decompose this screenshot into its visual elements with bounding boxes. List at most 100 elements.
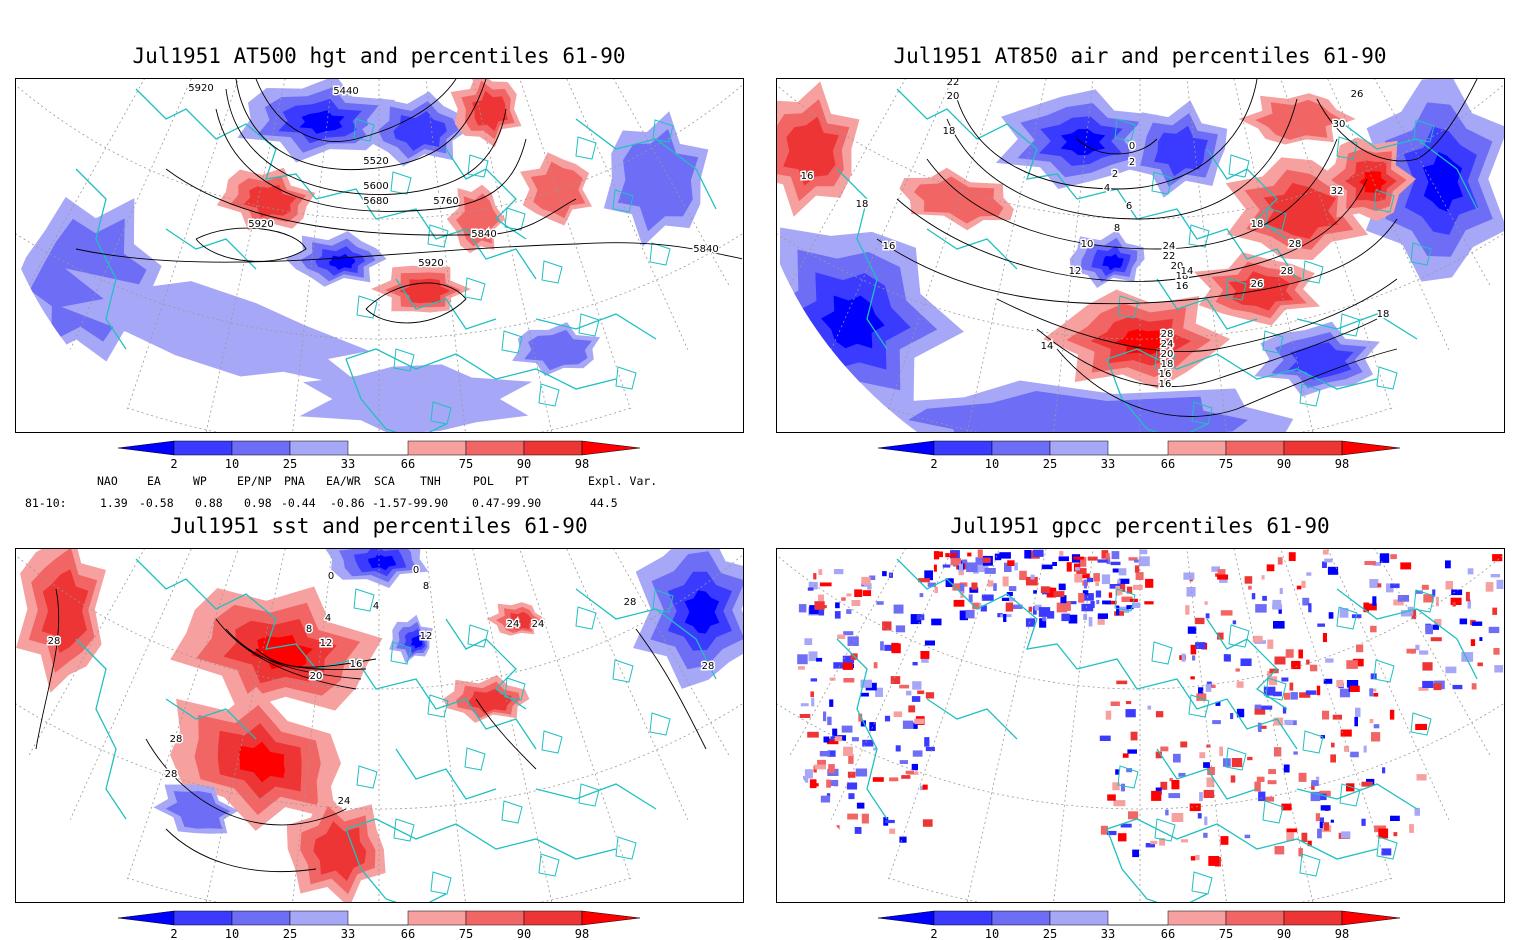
precip-cell [911, 696, 921, 702]
precip-cell [1053, 591, 1065, 597]
precip-cell [1415, 723, 1427, 730]
precip-cell [1336, 680, 1344, 688]
precip-cell [1386, 583, 1394, 593]
precip-cell [1231, 758, 1243, 768]
precip-cell [1346, 660, 1358, 669]
precip-cell [1211, 566, 1220, 572]
precip-cell [1361, 818, 1366, 826]
precip-cell [1282, 706, 1287, 714]
coastline [1296, 783, 1418, 810]
precip-cell [832, 828, 837, 835]
precip-cell [860, 679, 872, 688]
precip-cell [1138, 556, 1150, 567]
precip-cell [1181, 653, 1186, 662]
country-border [353, 118, 375, 142]
country-border [1299, 383, 1321, 407]
precip-cell [919, 593, 924, 598]
value-pna: -0.44 [281, 496, 316, 510]
precip-cell [1281, 677, 1289, 682]
warm-anomaly-shade [1359, 171, 1387, 193]
precip-cell [1105, 710, 1112, 720]
precip-cell [1370, 673, 1377, 680]
coastline [1156, 278, 1258, 330]
precip-cell [1225, 654, 1231, 662]
contour-line [365, 282, 467, 324]
coastline [1076, 188, 1298, 280]
precip-cell [1371, 732, 1381, 742]
precip-cell [1317, 828, 1322, 839]
precip-cell [1340, 831, 1351, 839]
country-border [390, 641, 412, 665]
contour-label: 24 [532, 619, 545, 630]
precip-cell [1106, 556, 1111, 565]
country-border [464, 747, 486, 771]
cold-anomaly-shade [617, 129, 699, 232]
precip-cell [1262, 595, 1267, 601]
colorbar-segment [1049, 910, 1109, 926]
precip-cell [999, 552, 1011, 559]
contour-line [225, 88, 507, 195]
country-border [612, 659, 634, 683]
precip-cell [1257, 725, 1267, 729]
precip-cell [1082, 590, 1089, 595]
country-border [1376, 836, 1398, 860]
precip-cell [1485, 582, 1494, 592]
country-border [541, 730, 563, 754]
contour-label: 5920 [418, 258, 443, 269]
precip-cell [1099, 735, 1111, 741]
precip-cell [1258, 791, 1266, 802]
country-border [1336, 136, 1358, 160]
country-border [612, 189, 634, 213]
country-border [467, 624, 489, 648]
precip-cell [1205, 613, 1210, 619]
colorbar-segment [523, 440, 583, 456]
precip-cell [1373, 693, 1379, 697]
precip-cell [810, 678, 818, 682]
precip-cell [829, 699, 834, 707]
precip-cell [1101, 574, 1111, 585]
precip-cell [924, 570, 933, 581]
contour-label: 24 [338, 796, 351, 807]
precip-cell [1195, 855, 1200, 861]
precip-cell [1025, 618, 1036, 627]
precip-cell [975, 557, 988, 565]
precip-cell [819, 582, 832, 587]
precip-cell [1269, 668, 1279, 674]
colorbar-tick-label: 66 [1161, 927, 1175, 940]
precip-cell [1390, 583, 1400, 588]
contour-label: 20 [947, 91, 960, 102]
country-border [504, 207, 526, 231]
precip-cell [809, 605, 819, 615]
colorbar-arrow-low [877, 440, 935, 456]
contour-label: 24 [1161, 339, 1174, 350]
precip-cell [1471, 683, 1477, 690]
precip-cell [1019, 570, 1027, 580]
precip-cell [1095, 582, 1099, 586]
precip-cell [1363, 745, 1367, 753]
precip-cell [843, 746, 853, 756]
precip-cell [855, 768, 868, 777]
precip-cell [827, 716, 832, 726]
precip-cell [1001, 597, 1013, 601]
precip-cell [1101, 550, 1109, 559]
precip-cell [1415, 590, 1423, 594]
precip-cell [872, 777, 884, 782]
precip-cell [810, 691, 814, 698]
precip-cell [846, 782, 858, 790]
precip-cell [1093, 573, 1100, 582]
precip-cell [925, 746, 935, 752]
precip-cell [912, 750, 923, 757]
precip-cell [807, 731, 819, 738]
precip-cell [924, 737, 930, 747]
contour-label: 4 [325, 613, 331, 624]
precip-cell [893, 711, 903, 718]
precip-cell [1434, 618, 1442, 626]
precip-cell [1056, 602, 1068, 613]
precip-cell [1113, 800, 1126, 807]
precip-cell [1418, 686, 1429, 691]
precip-cell [1087, 556, 1098, 561]
precip-cell [1058, 583, 1066, 591]
precip-cell [1364, 561, 1376, 565]
contour-label: 5840 [693, 244, 718, 255]
precip-cell [1445, 560, 1451, 569]
